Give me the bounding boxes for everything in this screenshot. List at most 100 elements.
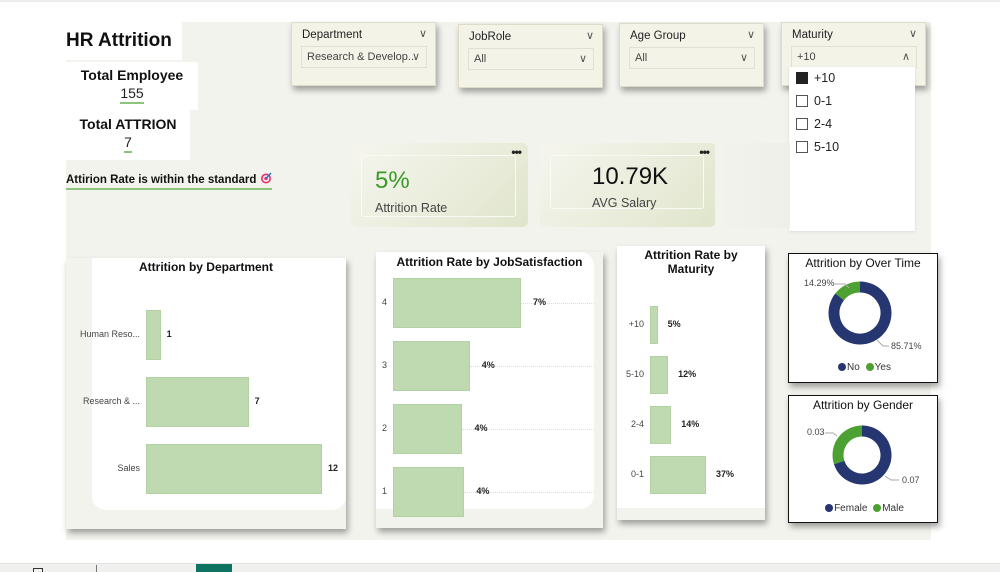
gridline [464, 492, 594, 493]
slice-label-no: 85.71% [891, 341, 922, 351]
leader-line-yes [834, 283, 850, 289]
bar[interactable] [393, 467, 465, 517]
legend-label-no: No [847, 362, 860, 373]
leader-lines [825, 432, 899, 481]
page-title: HR Attrition [66, 22, 182, 60]
donut-slice-no[interactable] [828, 281, 892, 345]
category-label: 0-1 [630, 469, 644, 479]
chevron-down-icon: ∨ [578, 53, 587, 65]
dropdown-value: +10 [797, 51, 816, 63]
avg-salary-value: 10.79K [592, 163, 669, 190]
legend-label-yes: Yes [874, 362, 891, 373]
chevron-down-icon[interactable]: ∨ [746, 29, 755, 41]
leader-lines [834, 283, 889, 347]
attrition-by-jobsatisfaction-chart[interactable]: Attrition Rate by JobSatisfaction 4 7% 3 4%… [376, 252, 603, 528]
legend-dot-yes [865, 363, 874, 371]
chevron-down-icon[interactable]: ∨ [418, 28, 427, 40]
bar[interactable] [650, 356, 669, 394]
category-label: 2-4 [630, 419, 644, 429]
dropdown-value: All [635, 52, 648, 64]
category-label: Human Reso... [79, 329, 140, 339]
chart-title: Attrition by Gender [812, 398, 914, 412]
option-label: +10 [814, 71, 836, 85]
attrition-status-note: Attirion Rate is within the standard [66, 172, 273, 190]
option-0-1[interactable]: 0-1 [796, 94, 832, 108]
value-label: 14% [681, 419, 700, 429]
chart-title: Attrition Rate by Maturity [644, 248, 738, 276]
legend: Female Male [789, 503, 937, 514]
age-group-dropdown[interactable]: All ∨ [629, 47, 755, 69]
slice-label-female: 0.07 [902, 475, 920, 485]
bar[interactable] [393, 341, 470, 391]
jobrole-dropdown[interactable]: All ∨ [468, 48, 594, 70]
attrition-by-overtime-chart[interactable]: Attrition by Over Time 14.29% 85.71% No … [788, 253, 938, 383]
donut-slice-female[interactable] [833, 425, 892, 485]
slicer-title: JobRole [469, 31, 512, 43]
chart-title: Attrition Rate by JobSatisfaction [396, 255, 583, 269]
value-label: 37% [716, 469, 735, 479]
donut-slice-yes[interactable] [835, 281, 861, 301]
gridline [469, 366, 594, 367]
legend: No Yes [789, 362, 937, 373]
department-dropdown[interactable]: Research & Develop... ∨ [301, 46, 427, 68]
checkbox[interactable] [796, 141, 808, 153]
attrition-by-department-chart[interactable]: Attrition by Department Human Reso... 1 Re… [66, 258, 346, 529]
category-label: Research & ... [82, 396, 140, 406]
dropdown-value: All [474, 53, 487, 65]
option-2-4[interactable]: 2-4 [796, 117, 832, 131]
legend-label-male: Male [882, 503, 904, 514]
slicer-title: Age Group [630, 30, 686, 42]
checkbox[interactable] [796, 118, 808, 130]
active-page-tab[interactable] [196, 564, 232, 572]
more-options-icon[interactable]: ••• [511, 145, 522, 159]
bar[interactable] [393, 404, 463, 454]
chevron-down-icon: ∨ [739, 52, 748, 64]
chevron-down-icon[interactable]: ∨ [908, 28, 917, 40]
bar[interactable] [146, 377, 249, 427]
option-label: 0-1 [814, 94, 833, 108]
bar[interactable] [146, 310, 161, 360]
maturity-dropdown[interactable]: +10 ∧ [791, 46, 917, 68]
bar[interactable] [650, 306, 658, 344]
checkbox-checked[interactable] [796, 72, 808, 84]
maturity-options-list: +10 0-1 2-4 5-10 [789, 67, 915, 231]
option-plus10[interactable]: +10 [796, 71, 835, 85]
category-label: 4 [381, 297, 387, 307]
option-5-10[interactable]: 5-10 [796, 140, 839, 154]
category-label: 5-10 [625, 369, 644, 379]
bar[interactable] [393, 278, 521, 328]
card-frame [361, 155, 516, 217]
chevron-down-icon: ∨ [411, 51, 420, 63]
avg-salary-card[interactable]: ••• 10.79K AVG Salary [540, 143, 716, 227]
value-label: 7% [533, 297, 547, 307]
slicer-department[interactable]: Department ∨ Research & Develop... ∨ [291, 22, 436, 86]
bar[interactable] [650, 456, 706, 494]
donut-slice-male[interactable] [832, 425, 863, 465]
bar[interactable] [146, 444, 322, 494]
total-attrition-card: Total ATTRION 7 [66, 110, 190, 160]
attrition-rate-card[interactable]: ••• 5% Attrition Rate [351, 143, 528, 227]
option-label: 2-4 [814, 117, 833, 131]
slicer-jobrole[interactable]: JobRole ∨ All ∨ [458, 24, 603, 88]
category-label: +10 [628, 319, 644, 329]
value-label: 7 [254, 396, 260, 406]
bar[interactable] [650, 406, 672, 444]
attrition-by-maturity-chart[interactable]: Attrition Rate by Maturity +10 5% 5-10 12% 2… [617, 246, 765, 520]
value-label: 12% [678, 369, 697, 379]
value-label: 5% [667, 319, 681, 329]
blank-card [715, 143, 790, 228]
attrition-by-gender-chart[interactable]: Attrition by Gender 0.03 0.07 Female Mal… [788, 395, 938, 523]
slicer-age-group[interactable]: Age Group ∨ All ∨ [619, 23, 764, 87]
attrition-rate-value: 5% [375, 167, 410, 194]
category-label: 1 [381, 486, 387, 496]
page-nav-icon[interactable] [33, 568, 43, 572]
value-label: 1 [166, 329, 172, 339]
page-tab-bar [0, 563, 1000, 572]
total-employee-value: 155 [120, 85, 144, 104]
more-options-icon[interactable]: ••• [699, 145, 710, 159]
checkbox[interactable] [796, 95, 808, 107]
legend-dot-male [873, 504, 882, 512]
chevron-down-icon[interactable]: ∨ [585, 30, 594, 42]
slicer-title: Maturity [792, 29, 833, 41]
value-label: 12 [328, 463, 339, 473]
